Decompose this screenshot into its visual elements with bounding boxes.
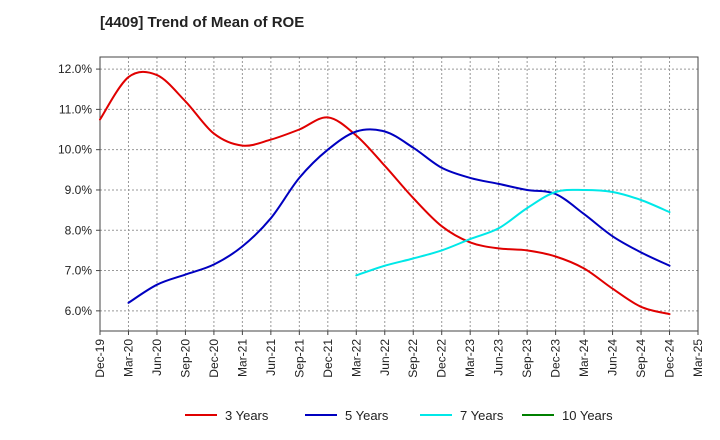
legend-label: 10 Years xyxy=(562,408,613,423)
legend-label: 5 Years xyxy=(345,408,389,423)
legend-label: 7 Years xyxy=(460,408,504,423)
series-lines xyxy=(99,70,671,316)
x-axis: Dec-19 Mar-20 Jun-20 Sep-20 Dec-20 Mar-21 Jun-… xyxy=(93,331,705,378)
x-tick-label: Dec-19 xyxy=(93,339,107,378)
plot-frame xyxy=(99,56,699,332)
legend: 3 Years 5 Years 7 Years 10 Years xyxy=(185,408,613,423)
x-tick-label: Sep-20 xyxy=(178,339,192,378)
chart-title: [4409] Trend of Mean of ROE xyxy=(100,14,305,31)
x-tick-label: Mar-24 xyxy=(577,339,591,377)
y-tick-label: 7.0% xyxy=(65,264,93,278)
x-tick-label: Jun-21 xyxy=(264,339,278,376)
x-tick-label: Dec-22 xyxy=(435,339,449,378)
series-line-3-years xyxy=(99,70,671,316)
x-tick-label: Mar-23 xyxy=(463,339,477,377)
x-tick-label: Jun-24 xyxy=(606,339,620,376)
grid xyxy=(99,57,699,331)
x-tick-label: Dec-21 xyxy=(321,339,335,378)
x-tick-label: Jun-22 xyxy=(378,339,392,376)
y-tick-label: 9.0% xyxy=(65,183,93,197)
x-tick-label: Mar-25 xyxy=(691,339,705,377)
series-line-5-years xyxy=(127,128,671,304)
y-tick-label: 6.0% xyxy=(65,304,93,318)
y-tick-label: 10.0% xyxy=(58,143,92,157)
y-tick-label: 8.0% xyxy=(65,223,93,237)
series-line-7-years xyxy=(355,188,671,277)
legend-label: 3 Years xyxy=(225,408,269,423)
y-tick-label: 12.0% xyxy=(58,62,92,76)
x-tick-label: Jun-20 xyxy=(150,339,164,376)
x-tick-label: Sep-24 xyxy=(634,339,648,378)
x-tick-label: Sep-23 xyxy=(520,339,534,378)
x-tick-label: Mar-22 xyxy=(349,339,363,377)
y-tick-label: 11.0% xyxy=(59,102,92,116)
x-tick-label: Mar-20 xyxy=(121,339,135,377)
x-tick-label: Jun-23 xyxy=(492,339,506,376)
x-tick-label: Dec-24 xyxy=(663,339,677,378)
x-tick-label: Sep-21 xyxy=(292,339,306,378)
x-tick-label: Dec-23 xyxy=(549,339,563,378)
x-tick-label: Dec-20 xyxy=(207,339,221,378)
y-axis: 6.0% 7.0% 8.0% 9.0% 10.0% 11.0% 12.0% xyxy=(58,62,100,318)
x-tick-label: Mar-21 xyxy=(235,339,249,377)
x-tick-label: Sep-22 xyxy=(406,339,420,378)
